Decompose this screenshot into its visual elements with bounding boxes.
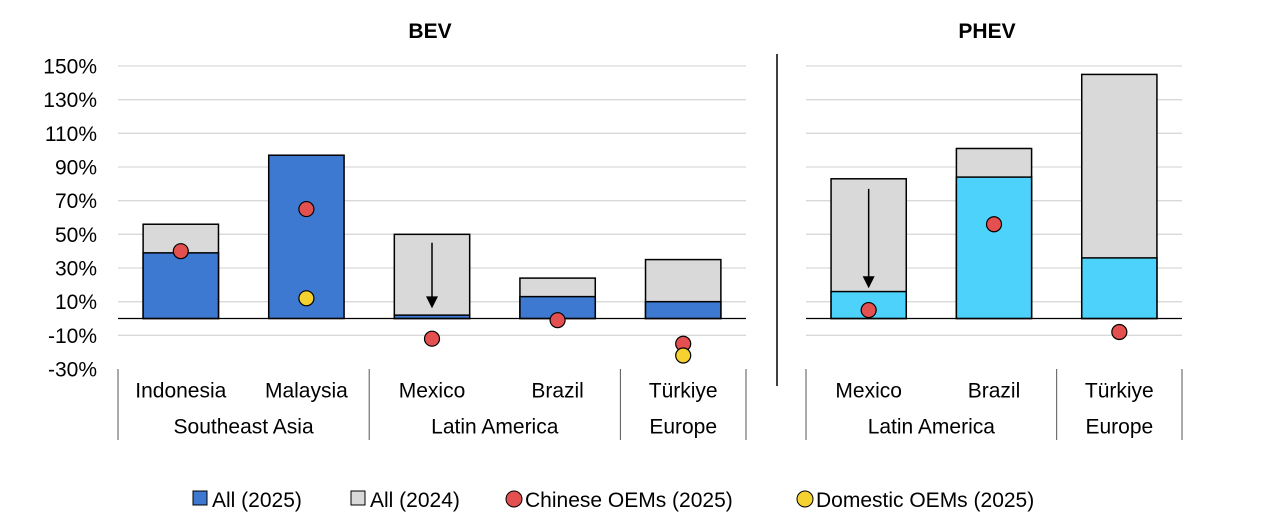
legend-swatch-domestic-oems-2025 [796,490,814,508]
marker-chinese-oems-2025-t-rkiye [1111,323,1128,341]
y-tick-label: 10% [55,291,97,314]
group-label-europe: Europe [1085,416,1153,439]
marker-chinese-oems-2025-malaysia [298,200,315,218]
category-label-brazil: Brazil [968,380,1021,403]
chart-title: BEV [408,20,451,43]
category-label-mexico: Mexico [835,380,902,403]
group-label-latin-america: Latin America [431,416,559,439]
change-arrow-head [862,276,875,289]
group-label-europe: Europe [649,416,717,439]
category-label-indonesia: Indonesia [135,380,226,403]
group-label-southeast-asia: Southeast Asia [174,416,314,439]
bar-2025-brazil [955,176,1033,320]
legend-swatch-chinese-oems-2025 [505,490,523,508]
phev-panel: PHEV Mexico Brazil Türkiye Latin America Euro… [805,20,1183,440]
y-tick-label: 90% [55,157,97,180]
legend-swatch-all-2025 [192,490,208,506]
y-tick-label: 50% [55,224,97,247]
category-label-t-rkiye: Türkiye [649,380,718,403]
y-tick-label: 150% [43,56,97,79]
bar-2025-indonesia [142,252,220,320]
marker-chinese-oems-2025-indonesia [172,243,189,260]
y-tick-label: 130% [43,89,97,112]
marker-chinese-oems-2025-brazil [985,216,1003,233]
y-tick-label: -30% [48,359,97,382]
marker-chinese-oems-2025-mexico [423,330,441,347]
y-tick-label: 30% [55,258,97,281]
group-label-latin-america: Latin America [868,416,996,439]
marker-chinese-oems-2025-mexico [860,301,877,319]
category-label-t-rkiye: Türkiye [1085,380,1154,403]
marker-domestic-oems-2025-malaysia [298,290,315,307]
legend: All (2025) All (2024) Chinese OEMs (2025) D… [192,489,1034,512]
bev-panel: BEV 150% 130% 110% 90% 70% 50% 30% 10% -10% -30% In… [43,20,747,440]
legend-swatch-all-2024 [350,490,366,506]
category-label-brazil: Brazil [531,380,584,403]
legend-label-all-2025: All (2025) [212,489,302,512]
y-tick-label: 70% [55,190,97,213]
legend-label-all-2024: All (2024) [370,489,460,512]
change-arrow-head [426,296,438,309]
bar-2025-t-rkiye [1080,257,1158,320]
chart-title: PHEV [958,20,1015,43]
y-tick-label: 110% [45,123,97,146]
y-tick-label: -10% [48,325,97,348]
legend-label-chinese-oems-2025: Chinese OEMs (2025) [525,489,733,512]
marker-domestic-oems-2025-t-rkiye [675,347,692,364]
category-label-malaysia: Malaysia [265,380,348,403]
marker-chinese-oems-2025-brazil [549,312,566,329]
category-label-mexico: Mexico [399,380,466,403]
bar-2025-t-rkiye [644,300,722,320]
legend-label-domestic-oems-2025: Domestic OEMs (2025) [816,489,1034,512]
